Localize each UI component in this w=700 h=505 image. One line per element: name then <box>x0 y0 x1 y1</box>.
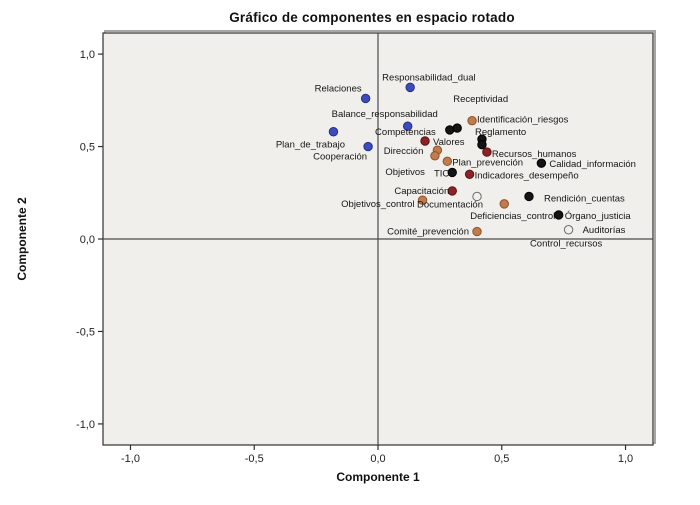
x-axis-title: Componente 1 <box>336 470 420 484</box>
y-tick-label: 1,0 <box>80 49 95 61</box>
data-point <box>553 210 564 220</box>
point-label: Calidad_información <box>549 159 636 170</box>
data-point <box>430 151 440 161</box>
y-tick-label: -0,5 <box>76 326 95 338</box>
x-tick-label: 0,5 <box>494 453 509 465</box>
point-label: Reglamento <box>475 127 526 138</box>
point-label: Deficiencias_control <box>470 211 555 222</box>
data-point <box>472 191 482 202</box>
x-tick-label: -1,0 <box>121 453 140 465</box>
data-point <box>477 139 487 150</box>
data-point <box>472 226 482 237</box>
point-label: Receptividad <box>453 94 508 105</box>
point-label: Responsabilidad_dual <box>382 72 476 83</box>
point-label: Competencias <box>375 127 436 138</box>
point-label: Capacitación <box>394 186 449 197</box>
point-label: Objetivos_control <box>341 199 414 210</box>
data-point <box>467 115 477 126</box>
data-point <box>328 127 339 137</box>
point-label: Plan_de_trabajo <box>276 140 345 151</box>
data-point <box>563 225 574 235</box>
point-label: Relaciones <box>315 83 362 94</box>
point-label: Dirección <box>384 146 424 157</box>
y-tick-label: 0,5 <box>80 142 95 154</box>
point-label: Valores <box>433 137 465 148</box>
point-label: Indicadores_desempeño <box>475 170 579 181</box>
y-tick-label: -1,0 <box>76 419 95 431</box>
chart-title: Gráfico de componentes en espacio rotado <box>229 10 515 25</box>
data-point <box>536 158 547 168</box>
data-point <box>524 191 534 202</box>
y-tick-label: 0,0 <box>80 234 95 246</box>
point-label: Objetivos <box>385 167 425 178</box>
data-point <box>482 147 492 157</box>
point-label: Documentación <box>417 199 483 210</box>
data-point <box>403 121 413 131</box>
data-point <box>442 156 453 167</box>
point-label: Cooperación <box>313 152 367 163</box>
point-label: TIC <box>434 168 449 179</box>
data-point <box>417 195 428 205</box>
data-point <box>360 93 371 104</box>
point-label: Comité_prevención <box>387 227 469 238</box>
data-point <box>420 136 430 146</box>
point-label: Órgano_justicia <box>565 211 632 222</box>
data-point <box>499 199 509 209</box>
data-point <box>405 82 415 93</box>
y-axis-title: Componente 2 <box>15 197 29 281</box>
x-tick-label: -0,5 <box>245 453 264 465</box>
point-label: Recursos_humanos <box>492 149 577 160</box>
point-label: Auditorías <box>583 225 626 236</box>
point-label: Control_recursos <box>530 239 603 250</box>
point-label: Balance_responsabilidad <box>332 109 438 120</box>
x-tick-label: 1,0 <box>618 453 633 465</box>
data-point <box>363 141 373 152</box>
point-label: Rendición_cuentas <box>544 193 625 204</box>
point-label: Identificación_riesgos <box>477 115 569 126</box>
data-point <box>464 169 475 179</box>
x-tick-label: 0,0 <box>370 453 385 465</box>
point-label: Plan_prevención <box>452 157 523 168</box>
data-point <box>447 186 457 196</box>
data-point <box>452 123 462 133</box>
data-point <box>447 167 457 178</box>
